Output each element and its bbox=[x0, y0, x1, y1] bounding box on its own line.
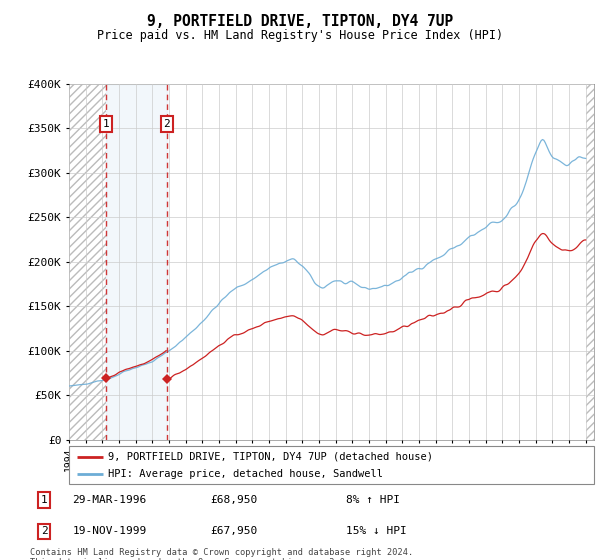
FancyBboxPatch shape bbox=[69, 446, 594, 484]
Text: Contains HM Land Registry data © Crown copyright and database right 2024.
This d: Contains HM Land Registry data © Crown c… bbox=[30, 548, 413, 560]
Text: 2: 2 bbox=[164, 119, 170, 129]
Text: 19-NOV-1999: 19-NOV-1999 bbox=[73, 526, 146, 536]
Text: 9, PORTFIELD DRIVE, TIPTON, DY4 7UP: 9, PORTFIELD DRIVE, TIPTON, DY4 7UP bbox=[147, 14, 453, 29]
Text: £67,950: £67,950 bbox=[211, 526, 258, 536]
Bar bbox=[586, 84, 594, 440]
Bar bbox=[106, 84, 167, 440]
Text: 29-MAR-1996: 29-MAR-1996 bbox=[73, 495, 146, 505]
Text: 1: 1 bbox=[41, 495, 47, 505]
Text: 1: 1 bbox=[103, 119, 110, 129]
Text: 9, PORTFIELD DRIVE, TIPTON, DY4 7UP (detached house): 9, PORTFIELD DRIVE, TIPTON, DY4 7UP (det… bbox=[109, 451, 433, 461]
Text: 2: 2 bbox=[41, 526, 47, 536]
Text: 15% ↓ HPI: 15% ↓ HPI bbox=[346, 526, 407, 536]
Text: Price paid vs. HM Land Registry's House Price Index (HPI): Price paid vs. HM Land Registry's House … bbox=[97, 29, 503, 42]
Text: £68,950: £68,950 bbox=[211, 495, 258, 505]
Text: HPI: Average price, detached house, Sandwell: HPI: Average price, detached house, Sand… bbox=[109, 469, 383, 479]
Text: 8% ↑ HPI: 8% ↑ HPI bbox=[346, 495, 400, 505]
Bar bbox=[69, 84, 106, 440]
